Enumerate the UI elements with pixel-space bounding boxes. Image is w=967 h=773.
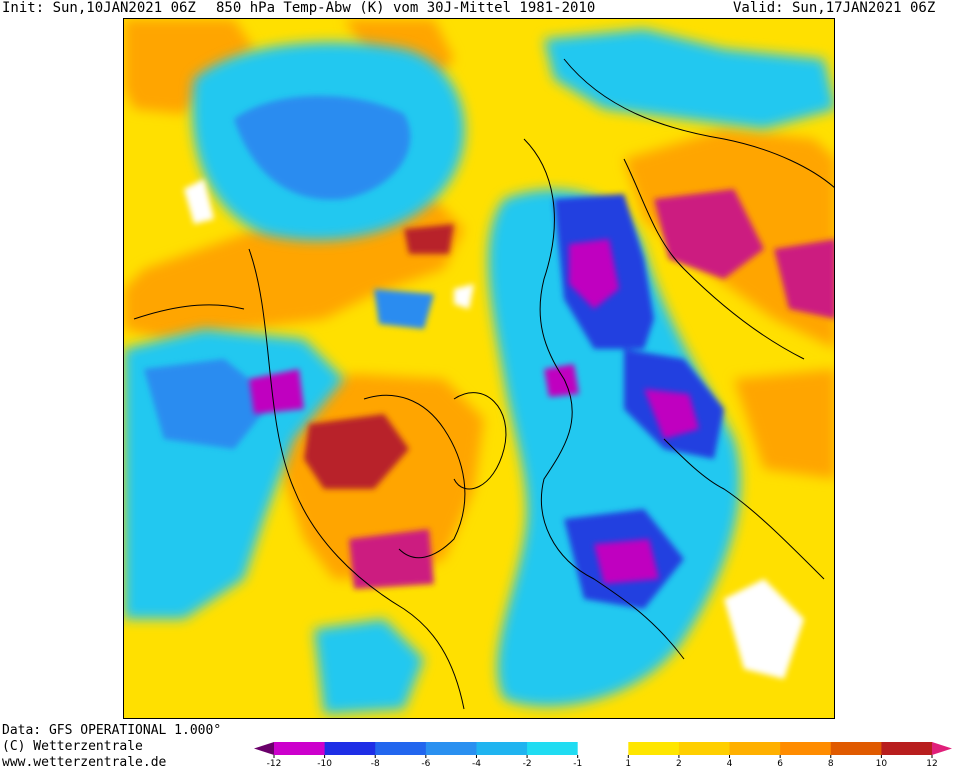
legend-tick-label: 8	[827, 759, 834, 769]
legend-tick-label: 4	[726, 759, 733, 769]
strong-cold-areas	[144, 95, 724, 609]
cold-core-europe	[594, 539, 659, 584]
legend-tick-label: -2	[522, 759, 532, 769]
color-legend: -12 -10 -8 -6 -4 -2 -1 1 2 4 6 8 10 12	[252, 739, 962, 773]
warm-area-nw	[124, 19, 254, 114]
cold-area-eurasia	[488, 189, 741, 707]
legend-tick-label: -8	[370, 759, 380, 769]
website-link[interactable]: www.wetterzentrale.de	[2, 755, 167, 770]
legend-tick-label: -10	[317, 759, 332, 769]
legend-swatch-11	[780, 742, 832, 755]
legend-tick-label: -12	[266, 759, 282, 769]
legend-colorbar	[254, 742, 952, 758]
legend-swatch-4	[425, 742, 477, 755]
neutral-areas	[184, 179, 804, 679]
legend-swatch-6	[527, 742, 579, 755]
legend-tick-label: -1	[573, 759, 583, 769]
legend-swatch-0	[254, 742, 274, 755]
warm-area-siberia-band	[124, 199, 464, 339]
init-time: Init: Sun,10JAN2021 06Z	[2, 0, 196, 16]
map-title: 850 hPa Temp-Abw (K) vom 30J-Mittel 1981…	[216, 0, 596, 16]
warm-area-se	[734, 369, 834, 479]
coastline-north-america-west	[248, 248, 465, 710]
copyright: (C) Wetterzentrale	[2, 739, 143, 754]
data-source: Data: GFS OPERATIONAL 1.000°	[2, 723, 222, 738]
neutral-area-west	[184, 179, 214, 224]
legend-tick-label: -4	[471, 759, 481, 769]
legend-swatch-9	[678, 742, 731, 755]
extreme-anomaly-areas	[249, 189, 834, 589]
cold-area-pacific-low	[314, 619, 424, 714]
legend-tick-label: 12	[926, 759, 938, 769]
coastline-alaska	[133, 304, 245, 320]
legend-tick-label: 10	[875, 759, 888, 769]
border-asia	[663, 438, 825, 580]
coastline-greenland	[453, 392, 507, 490]
legend-swatch-3	[375, 742, 427, 755]
cold-mid-pacific	[234, 95, 411, 200]
cold-core-alaska	[249, 369, 304, 414]
valid-time: Valid: Sun,17JAN2021 06Z	[733, 0, 936, 16]
legend-swatch-14	[932, 742, 952, 755]
cold-mid-alaska	[144, 359, 274, 449]
cold-core-siberia	[569, 239, 619, 309]
legend-swatch-5	[476, 742, 528, 755]
warm-core-hudson	[349, 529, 434, 589]
legend-swatch-7	[577, 742, 629, 755]
coastline-europe	[523, 138, 685, 660]
anomaly-map-svg	[124, 19, 834, 718]
warm-core-far-east	[774, 239, 834, 319]
legend-swatch-2	[324, 742, 376, 755]
warm-core-canada	[304, 414, 409, 489]
legend-tick-label: -6	[421, 759, 431, 769]
legend-swatch-12	[830, 742, 882, 755]
legend-tick-label: 6	[777, 759, 784, 769]
coastline-hudson-bay	[363, 394, 466, 559]
cold-core-russia	[644, 389, 699, 439]
legend-tick-label: 2	[676, 759, 682, 769]
anomaly-map	[123, 18, 835, 719]
cold-core-scandinavia	[544, 364, 579, 397]
legend-swatch-10	[729, 742, 781, 755]
legend-swatch-8	[628, 742, 680, 755]
neutral-area-arctic	[454, 284, 474, 309]
warm-core-beaufort	[404, 224, 454, 254]
coastline-east-asia	[563, 58, 834, 188]
neutral-area-se	[724, 579, 804, 679]
cold-mid-arctic	[374, 289, 434, 329]
legend-tick-label: 1	[625, 759, 632, 769]
coastline-siberia	[623, 158, 805, 360]
coastlines	[133, 58, 834, 710]
legend-swatch-1	[274, 742, 326, 755]
legend-swatch-13	[881, 742, 933, 755]
warm-core-east-asia	[654, 189, 764, 279]
